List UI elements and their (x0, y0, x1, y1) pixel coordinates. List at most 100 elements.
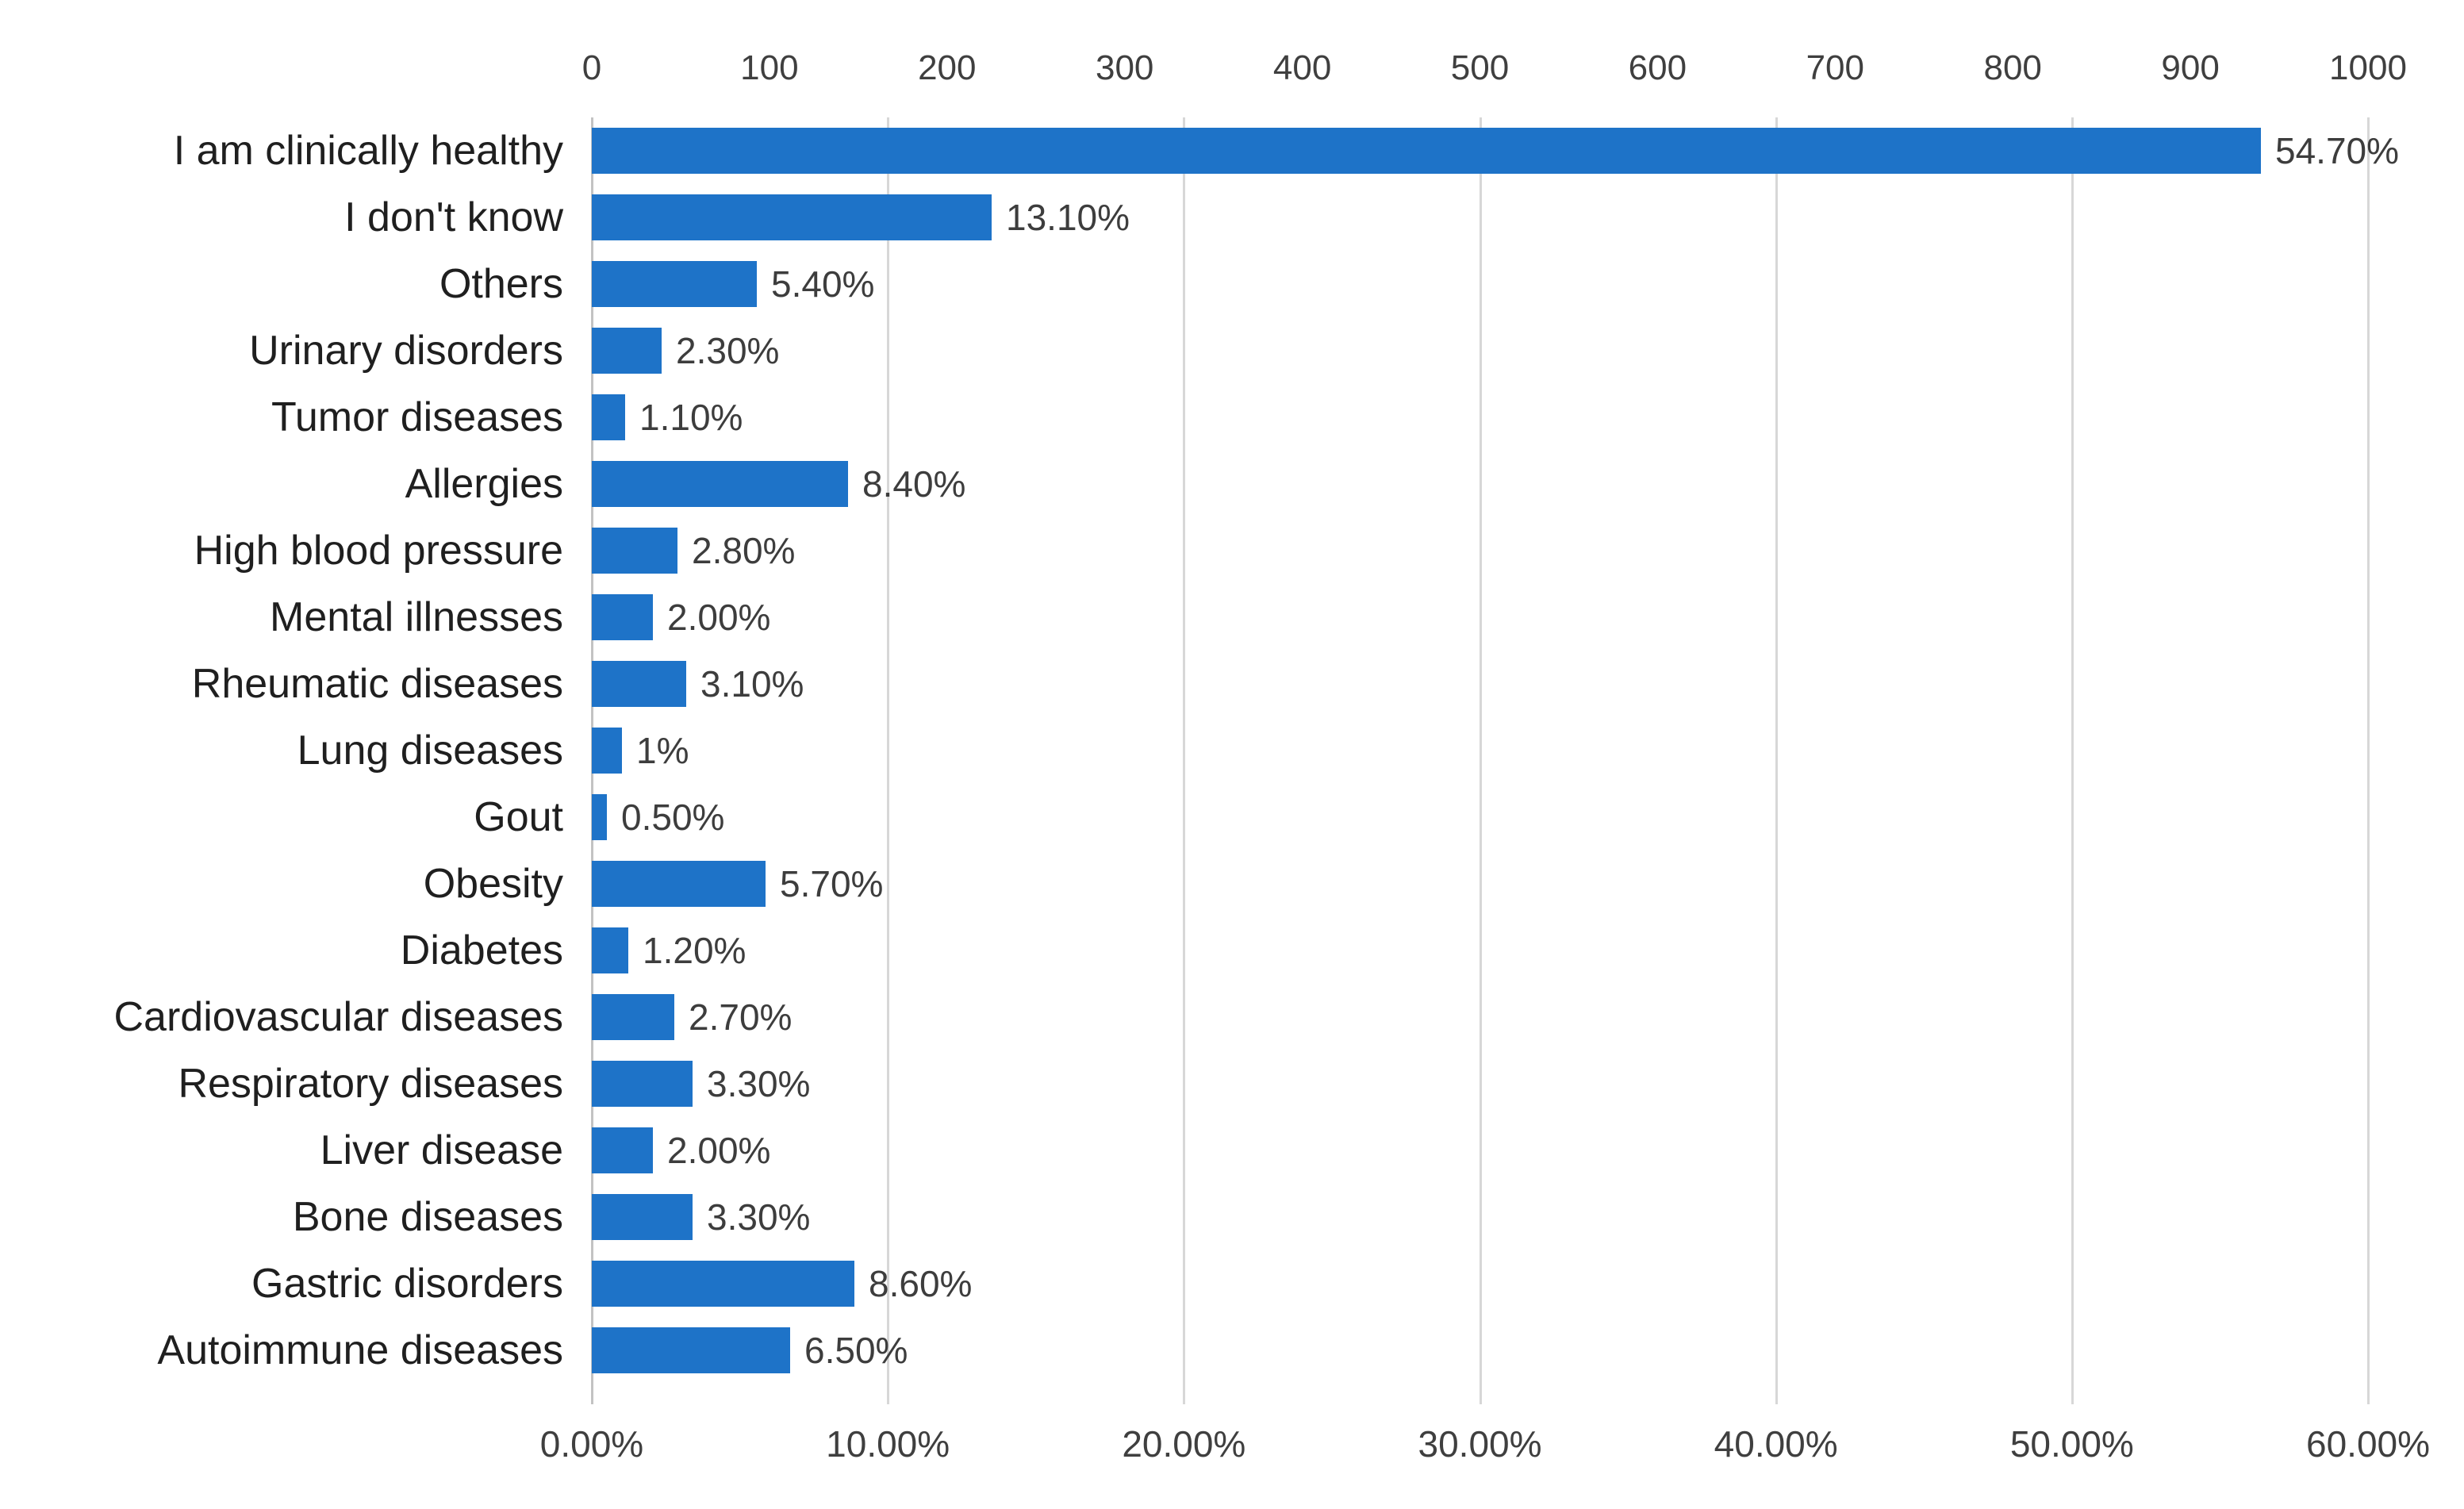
bar-row: Tumor diseases 1.10% (0, 384, 2464, 451)
value-label: 5.70% (780, 863, 884, 904)
bar-row: Bone diseases 3.30% (0, 1184, 2464, 1250)
bar (592, 861, 766, 907)
value-label: 2.00% (667, 597, 771, 638)
gridline (1183, 117, 1186, 1404)
value-label: 2.70% (689, 996, 793, 1038)
top-axis-tick-label: 300 (1095, 48, 1154, 87)
value-label: 2.30% (676, 330, 780, 371)
bar (592, 261, 757, 307)
bar (592, 394, 625, 440)
category-label: Rheumatic diseases (191, 661, 563, 707)
category-label: I don't know (344, 194, 563, 240)
bar-row: Respiratory diseases 3.30% (0, 1050, 2464, 1117)
value-label: 8.60% (869, 1263, 973, 1304)
bar (592, 994, 674, 1040)
gridline (887, 117, 890, 1404)
bar-row: Urinary disorders 2.30% (0, 317, 2464, 384)
value-label: 2.80% (692, 530, 796, 571)
bar-row: I am clinically healthy 54.70% (0, 117, 2464, 184)
bar-row: Rheumatic diseases 3.10% (0, 651, 2464, 717)
bottom-axis-tick-label: 0.00% (539, 1423, 644, 1465)
category-label: Obesity (423, 861, 563, 907)
category-label: Gastric disorders (251, 1261, 563, 1307)
bottom-axis-tick-label: 20.00% (1122, 1423, 1246, 1465)
category-label: Liver disease (320, 1127, 563, 1173)
value-label: 54.70% (2275, 130, 2400, 171)
top-axis-tick-label: 500 (1450, 48, 1510, 87)
bottom-axis-tick-label: 40.00% (1714, 1423, 1838, 1465)
bar-row: High blood pressure 2.80% (0, 517, 2464, 584)
category-label: Lung diseases (297, 728, 563, 774)
value-label: 8.40% (862, 463, 966, 505)
bar-row: Cardiovascular diseases 2.70% (0, 984, 2464, 1050)
bar-row: I don't know 13.10% (0, 184, 2464, 251)
value-label: 3.30% (707, 1196, 811, 1238)
value-label: 1.20% (643, 930, 746, 971)
bar (592, 1194, 693, 1240)
top-axis-tick-label: 200 (918, 48, 977, 87)
bar (592, 1261, 854, 1307)
top-axis-tick-label: 400 (1272, 48, 1332, 87)
bar (592, 528, 677, 574)
value-label: 13.10% (1006, 197, 1130, 238)
bar-row: Gastric disorders 8.60% (0, 1250, 2464, 1317)
gridline (1775, 117, 1778, 1404)
bottom-axis-tick-label: 60.00% (2305, 1423, 2431, 1465)
top-axis-tick-label: 600 (1628, 48, 1687, 87)
category-label: Cardiovascular diseases (113, 994, 564, 1040)
bar (592, 594, 653, 640)
top-axis-tick-label: 700 (1806, 48, 1865, 87)
category-label: I am clinically healthy (173, 128, 563, 174)
category-label: Diabetes (400, 927, 563, 973)
bar (592, 728, 622, 774)
value-label: 6.50% (804, 1330, 908, 1371)
category-label: Mental illnesses (270, 594, 563, 640)
bar (592, 794, 607, 840)
top-axis-tick-label: 900 (2161, 48, 2220, 87)
bar (592, 1327, 790, 1373)
bottom-axis-tick-label: 50.00% (2009, 1423, 2134, 1465)
top-axis-tick-label: 1000 (2329, 48, 2407, 87)
category-label: High blood pressure (194, 528, 563, 574)
gridline (1479, 117, 1482, 1404)
value-label: 3.10% (700, 663, 804, 705)
bar-row: Diabetes 1.20% (0, 917, 2464, 984)
top-axis-tick-label: 100 (740, 48, 799, 87)
category-label: Tumor diseases (271, 394, 563, 440)
bar-row: Mental illnesses 2.00% (0, 584, 2464, 651)
top-axis-tick-label: 800 (1983, 48, 2042, 87)
bar (592, 661, 686, 707)
category-label: Others (439, 261, 563, 307)
category-label: Bone diseases (292, 1194, 563, 1240)
bottom-axis-tick-label: 10.00% (826, 1423, 950, 1465)
bar (592, 328, 662, 374)
category-label: Respiratory diseases (178, 1061, 563, 1107)
bar (592, 461, 848, 507)
value-label: 5.40% (771, 263, 875, 305)
value-label: 2.00% (667, 1130, 771, 1171)
value-label: 0.50% (621, 797, 725, 838)
category-label: Urinary disorders (249, 328, 563, 374)
gridline (2367, 117, 2370, 1404)
category-label: Autoimmune diseases (157, 1327, 563, 1373)
value-label: 1% (636, 730, 689, 771)
bottom-axis-tick-label: 30.00% (1418, 1423, 1542, 1465)
bar-row: Obesity 5.70% (0, 850, 2464, 917)
bar-row: Allergies 8.40% (0, 451, 2464, 517)
value-label: 1.10% (639, 397, 743, 438)
bar-row: Autoimmune diseases 6.50% (0, 1317, 2464, 1384)
category-label: Allergies (405, 461, 563, 507)
bar (592, 1127, 653, 1173)
value-label: 3.30% (707, 1063, 811, 1104)
gridline (2071, 117, 2074, 1404)
bar (592, 194, 992, 240)
bar-row: Lung diseases 1% (0, 717, 2464, 784)
category-label: Gout (474, 794, 563, 840)
bar (592, 128, 2261, 174)
bar (592, 1061, 693, 1107)
bar-row: Others 5.40% (0, 251, 2464, 317)
bar (592, 927, 628, 973)
bar-row: Liver disease 2.00% (0, 1117, 2464, 1184)
bar-row: Gout 0.50% (0, 784, 2464, 850)
